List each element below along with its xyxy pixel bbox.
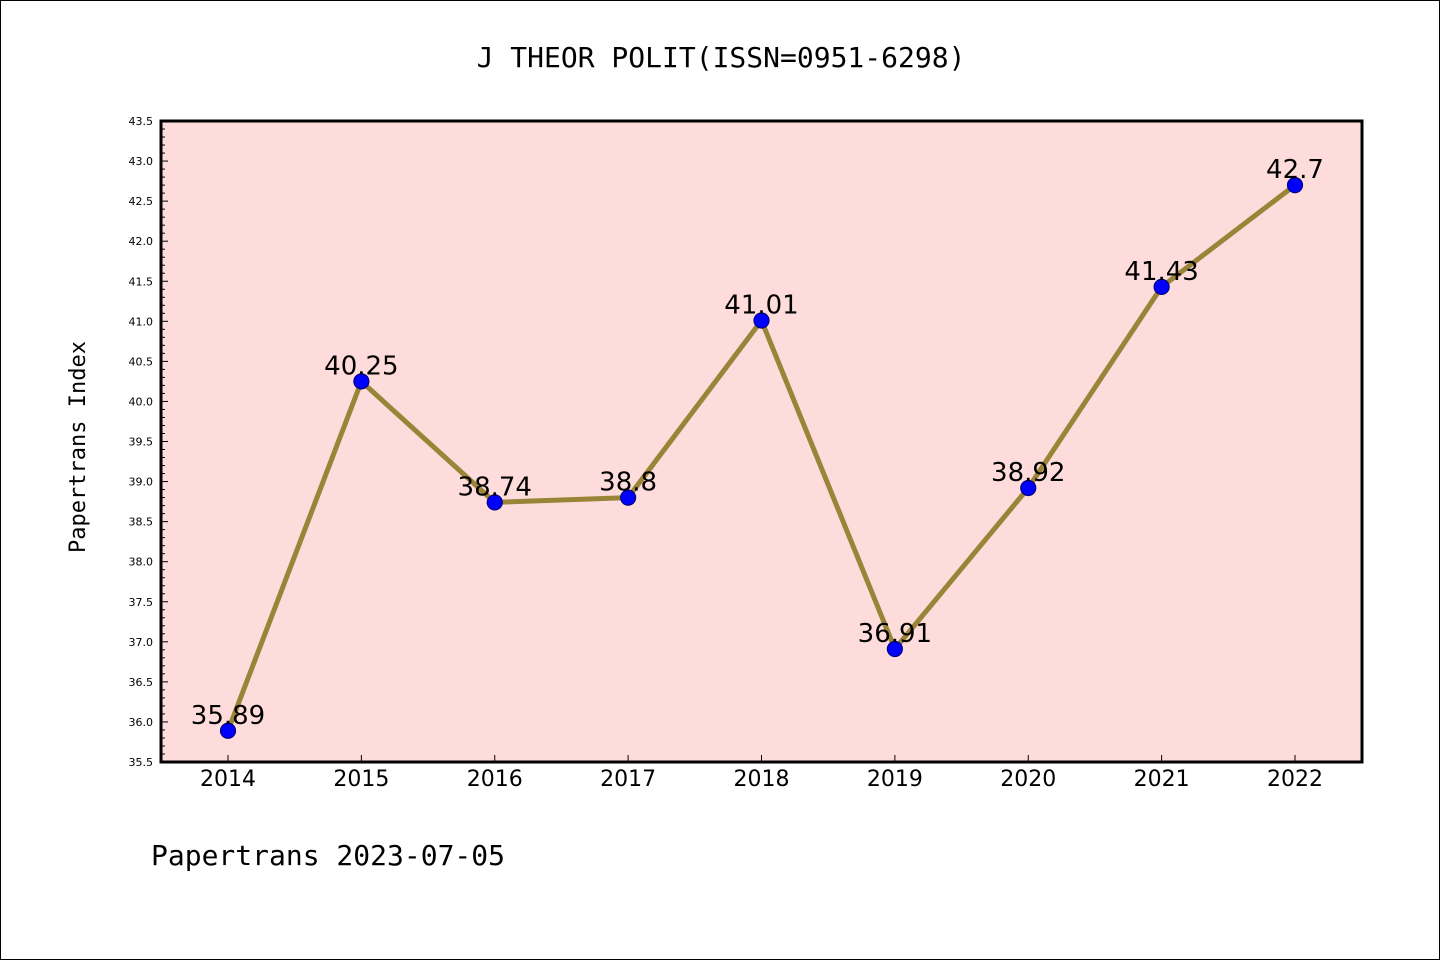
- series-layer: [219, 177, 1304, 739]
- data-label: 35.89: [191, 701, 265, 731]
- y-tick-label: 42.5: [129, 195, 154, 208]
- y-tick-label: 43.5: [129, 115, 154, 128]
- x-tick-label: 2021: [1134, 767, 1190, 792]
- x-tick-label: 2020: [1000, 767, 1056, 792]
- x-tick-label: 2017: [600, 767, 656, 792]
- data-point: [486, 494, 503, 511]
- y-tick-label: 38.0: [129, 556, 154, 569]
- y-axis-label: Papertrans Index: [66, 341, 91, 553]
- data-point: [886, 640, 903, 658]
- y-tick-label: 37.0: [129, 636, 154, 649]
- y-tick-label: 41.0: [129, 315, 154, 328]
- y-tick-label: 39.0: [129, 476, 154, 489]
- x-tick-label: 2019: [867, 767, 923, 792]
- x-tick-label: 2022: [1267, 767, 1323, 792]
- data-label: 41.43: [1124, 257, 1198, 287]
- y-axis: 35.5 36.0 36.5 37.0 37.5 38.0 38.5 39.0 39.5 40.0…: [129, 115, 168, 769]
- y-tick-label: 42.0: [129, 235, 154, 248]
- data-point: [219, 722, 237, 739]
- x-tick-label: 2018: [734, 767, 790, 792]
- data-point: [1153, 278, 1170, 295]
- data-label: 38.92: [991, 458, 1065, 488]
- x-tick-label: 2016: [467, 767, 523, 792]
- y-tick-label: 40.5: [129, 355, 154, 368]
- y-tick-label: 36.0: [129, 716, 154, 729]
- x-tick-label: 2015: [333, 767, 389, 792]
- data-label: 41.01: [724, 291, 798, 321]
- y-tick-label: 37.5: [129, 596, 154, 609]
- y-tick-label: 41.5: [129, 275, 154, 288]
- data-label: 40.25: [324, 351, 398, 381]
- plot-border: [159, 119, 1364, 764]
- y-tick-label: 38.5: [129, 516, 154, 529]
- y-tick-label: 36.5: [129, 676, 154, 689]
- y-tick-label: 40.0: [129, 395, 154, 408]
- plot-area: [161, 121, 1362, 762]
- x-tick-label: 2014: [200, 767, 256, 792]
- data-label: 38.8: [599, 468, 657, 498]
- data-point: [753, 312, 770, 329]
- x-axis: 2014 2015 2016 2017 2018 2019 2020 2021 2022: [200, 755, 1323, 792]
- data-point: [620, 489, 637, 506]
- data-label: 42.7: [1266, 155, 1324, 185]
- data-point: [1020, 479, 1037, 497]
- y-tick-label: 43.0: [129, 155, 154, 168]
- data-label: 36.91: [858, 619, 932, 649]
- footer-note: Papertrans 2023-07-05: [151, 839, 505, 872]
- y-tick-label: 35.5: [129, 756, 154, 769]
- data-labels: 35.89 40.25 38.74 38.8 41.01 36.91 38.92 41.43 4…: [191, 155, 1324, 731]
- data-label: 38.74: [458, 472, 532, 502]
- data-point: [353, 373, 370, 390]
- y-tick-label: 39.5: [129, 436, 154, 449]
- data-point: [1286, 177, 1304, 194]
- chart-title: J THEOR POLIT(ISSN=0951-6298): [477, 41, 966, 74]
